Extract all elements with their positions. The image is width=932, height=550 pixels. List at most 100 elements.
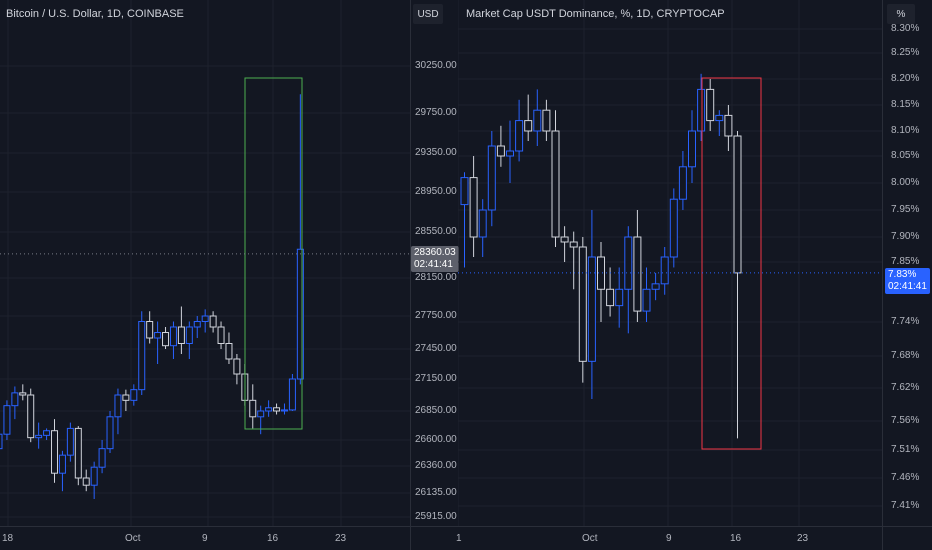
btc-candle [217, 321, 225, 349]
btc-y-tick-label: 25915.00 [415, 511, 457, 522]
btc-y-tick-label: 27150.00 [415, 373, 457, 384]
btc-candle [90, 461, 98, 499]
btc-candle [98, 440, 106, 474]
usdt-y-tick-label: 7.41% [891, 500, 920, 511]
usdt-candle [724, 105, 733, 151]
currency-label[interactable]: USD [413, 4, 443, 24]
btc-y-tick-label: 29350.00 [415, 147, 457, 158]
usdt-y-tick-label: 8.05% [891, 150, 920, 161]
btc-candle [27, 388, 35, 443]
usdt-highlight-box[interactable] [701, 77, 762, 450]
btc-candle [288, 374, 296, 411]
usdt-y-tick-label: 7.46% [891, 472, 920, 483]
usdt-countdown: 02:41:41 [888, 280, 927, 292]
usdt-y-tick-label: 7.90% [891, 231, 920, 242]
btc-candlestick-chart[interactable] [0, 0, 410, 550]
usdt-candle [487, 131, 496, 227]
usdt-candle [597, 242, 605, 322]
btc-y-tick-label: 26360.00 [415, 460, 457, 471]
usdt-candle [606, 267, 615, 317]
usdt-y-tick-label: 7.85% [891, 256, 920, 267]
usdt-candle [515, 99, 524, 162]
usdt-y-tick-label: 8.00% [891, 177, 920, 188]
usdt-candle [715, 110, 724, 136]
btc-candle [114, 388, 122, 435]
usdt-x-tick-label: 16 [730, 533, 742, 544]
usdt-candle [578, 237, 587, 383]
btc-y-tick-label: 26135.00 [415, 487, 457, 498]
usdt-candle [460, 172, 469, 268]
btc-current-price-tag: 28360.03 02:41:41 [411, 245, 459, 272]
usdt-candle [533, 89, 542, 146]
btc-candle [3, 400, 11, 440]
usdt-candle [469, 156, 478, 257]
btc-y-tick-label: 28950.00 [415, 186, 457, 197]
usdt-candle [669, 188, 678, 268]
usdt-candle [496, 125, 505, 167]
btc-chart-title: Bitcoin / U.S. Dollar, 1D, COINBASE [6, 8, 184, 20]
usdt-candle [615, 267, 624, 328]
btc-candle [273, 403, 281, 415]
btc-y-tick-label: 26600.00 [415, 434, 457, 445]
btc-candle [0, 433, 3, 450]
btc-price-scale[interactable]: USD 30250.00 29750.00 29350.00 28950.00 2855… [410, 0, 459, 550]
usdt-candle [560, 226, 569, 262]
usdt-y-tick-label: 7.62% [891, 382, 920, 393]
btc-candle [233, 354, 241, 385]
percent-label[interactable]: % [887, 4, 915, 24]
usdt-candle [660, 247, 669, 295]
usdt-price-scale[interactable]: % 8.30% 8.25% 8.20% 8.15% 8.10% 8.05% 8.00% 7.9… [882, 0, 932, 550]
usdt-y-tick-label: 7.56% [891, 415, 920, 426]
usdt-candle [542, 99, 551, 141]
usdt-y-tick-label: 7.95% [891, 204, 920, 215]
btc-candle [169, 321, 177, 359]
btc-candle [58, 450, 66, 492]
usdt-y-tick-label: 7.51% [891, 444, 920, 455]
btc-chart-pane[interactable]: Bitcoin / U.S. Dollar, 1D, COINBASE [0, 0, 410, 550]
btc-candle [74, 426, 82, 486]
btc-y-tick-label: 27750.00 [415, 310, 457, 321]
btc-x-tick-label: Oct [125, 533, 141, 544]
btc-x-tick-label: 16 [267, 533, 279, 544]
usdt-candle [624, 226, 633, 334]
btc-y-tick-label: 28550.00 [415, 226, 457, 237]
btc-candle [280, 403, 288, 415]
usdt-candle [642, 267, 651, 322]
usdt-candlestick-chart[interactable] [458, 0, 882, 550]
usdt-candle [651, 272, 660, 301]
usdt-x-tick-label: 23 [797, 533, 809, 544]
btc-x-tick-label: 18 [2, 533, 14, 544]
usdt-y-tick-label: 8.20% [891, 73, 920, 84]
usdt-candle [506, 120, 514, 183]
btc-candle [130, 384, 138, 406]
usdt-candle [569, 231, 578, 290]
usdt-y-tick-label: 8.15% [891, 99, 920, 110]
usdt-candle [706, 79, 715, 131]
btc-price-value: 28360.03 [414, 246, 456, 258]
btc-candle [35, 422, 43, 449]
btc-candle [19, 384, 27, 401]
usdt-y-tick-label: 8.30% [891, 23, 920, 34]
btc-candle [265, 400, 273, 417]
btc-y-tick-label: 28150.00 [415, 272, 457, 283]
btc-candle [43, 428, 51, 440]
btc-candle [66, 422, 74, 462]
btc-candle [225, 332, 233, 364]
usdt-candle [678, 151, 687, 210]
btc-candle [249, 384, 257, 429]
btc-countdown: 02:41:41 [414, 258, 453, 270]
usdt-y-tick-label: 8.25% [891, 47, 920, 58]
btc-candle [51, 419, 59, 483]
btc-candle [193, 316, 201, 338]
btc-candle [138, 311, 146, 395]
usdt-current-price-tag: 7.83% 02:41:41 [885, 267, 930, 294]
btc-candle [154, 321, 162, 364]
btc-y-tick-label: 27450.00 [415, 343, 457, 354]
usdt-chart-pane[interactable]: Market Cap USDT Dominance, %, 1D, CRYPTO… [458, 0, 882, 550]
usdt-y-tick-label: 7.68% [891, 350, 920, 361]
usdt-candle [524, 94, 533, 141]
btc-x-tick-label: 9 [202, 533, 208, 544]
btc-candle [82, 469, 90, 492]
usdt-candle [587, 210, 596, 399]
btc-candle [11, 386, 19, 420]
